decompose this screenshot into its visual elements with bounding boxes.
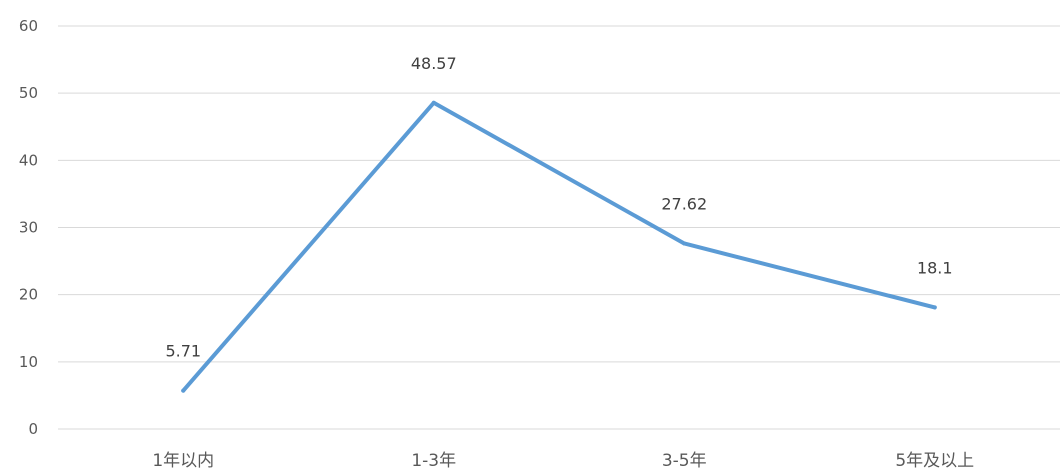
data-point xyxy=(932,305,937,310)
data-point xyxy=(181,388,186,393)
y-axis-tick-labels: 0 10 20 30 40 50 60 xyxy=(19,17,38,438)
series-lines xyxy=(181,100,937,393)
x-category-label: 1-3年 xyxy=(411,451,456,471)
y-tick-label: 20 xyxy=(19,286,38,304)
data-label: 5.71 xyxy=(165,342,201,361)
data-labels: 5.71 48.57 27.62 18.1 xyxy=(165,54,952,361)
y-tick-label: 0 xyxy=(28,420,38,438)
y-tick-label: 30 xyxy=(19,219,38,237)
x-category-label: 1年以内 xyxy=(152,451,214,471)
y-tick-label: 10 xyxy=(19,353,38,371)
series-line xyxy=(181,100,937,393)
data-label: 48.57 xyxy=(411,54,457,73)
data-label: 18.1 xyxy=(917,258,953,277)
y-tick-label: 60 xyxy=(19,17,38,35)
x-axis-category-labels: 1年以内 1-3年 3-5年 5年及以上 xyxy=(152,451,974,471)
data-label: 27.62 xyxy=(661,194,707,213)
y-tick-label: 40 xyxy=(19,151,38,169)
y-tick-label: 50 xyxy=(19,84,38,102)
x-category-label: 3-5年 xyxy=(662,451,707,471)
gridlines xyxy=(58,25,1060,430)
x-category-label: 5年及以上 xyxy=(895,451,974,471)
data-point xyxy=(431,100,436,105)
data-point xyxy=(682,241,687,246)
